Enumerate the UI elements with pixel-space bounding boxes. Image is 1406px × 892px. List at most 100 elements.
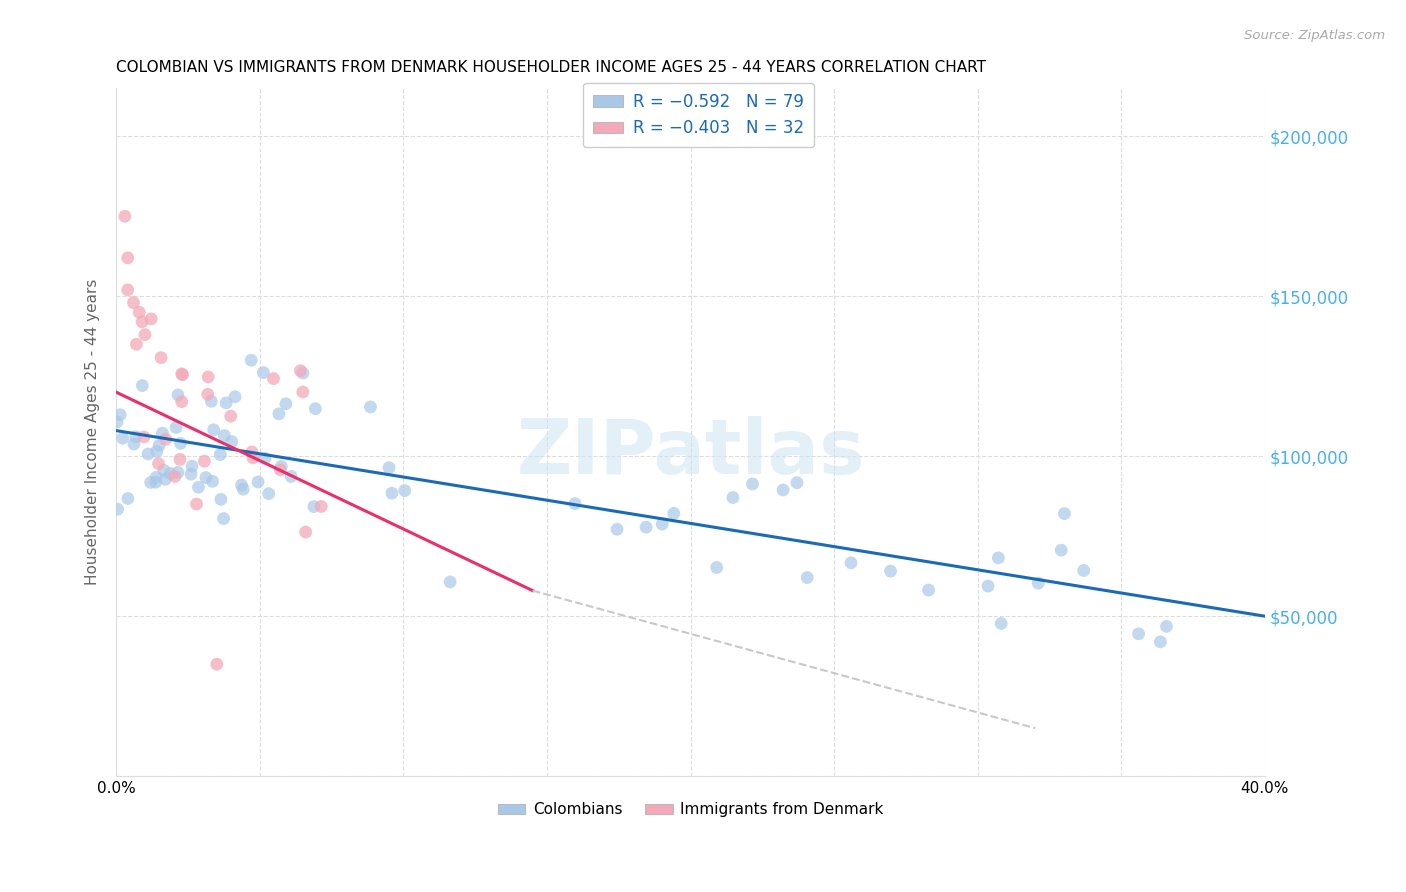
Point bbox=[741, 477, 763, 491]
Point bbox=[651, 517, 673, 532]
Point bbox=[839, 556, 862, 570]
Point bbox=[662, 506, 685, 520]
Point bbox=[105, 415, 128, 429]
Point bbox=[125, 337, 148, 351]
Point bbox=[242, 450, 264, 465]
Point bbox=[394, 483, 416, 498]
Point bbox=[1050, 543, 1073, 558]
Point bbox=[253, 451, 276, 466]
Point bbox=[124, 430, 146, 444]
Point bbox=[212, 511, 235, 525]
Point bbox=[1026, 576, 1049, 591]
Point bbox=[169, 436, 191, 450]
Point bbox=[145, 475, 167, 490]
Point bbox=[148, 438, 170, 452]
Point bbox=[202, 423, 225, 437]
Point bbox=[359, 400, 381, 414]
Point bbox=[231, 478, 253, 492]
Point bbox=[152, 426, 174, 441]
Point bbox=[439, 574, 461, 589]
Point bbox=[990, 616, 1012, 631]
Point bbox=[263, 371, 285, 385]
Point bbox=[564, 497, 586, 511]
Point bbox=[772, 483, 794, 497]
Point bbox=[193, 454, 215, 468]
Point bbox=[247, 475, 270, 489]
Point bbox=[163, 469, 186, 483]
Point bbox=[917, 582, 939, 597]
Point bbox=[706, 560, 728, 574]
Point bbox=[146, 444, 169, 458]
Point bbox=[381, 486, 404, 500]
Point bbox=[122, 295, 145, 310]
Point bbox=[221, 434, 243, 449]
Point bbox=[378, 460, 401, 475]
Point bbox=[134, 327, 156, 342]
Point bbox=[131, 315, 153, 329]
Point bbox=[270, 459, 292, 474]
Point bbox=[167, 388, 190, 402]
Point bbox=[186, 497, 208, 511]
Point bbox=[879, 564, 901, 578]
Point bbox=[139, 475, 162, 490]
Point bbox=[1156, 619, 1178, 633]
Point bbox=[1149, 634, 1171, 648]
Point bbox=[187, 480, 209, 494]
Point bbox=[107, 502, 129, 516]
Point bbox=[1053, 507, 1076, 521]
Point bbox=[122, 437, 145, 451]
Point bbox=[1128, 627, 1150, 641]
Point bbox=[205, 657, 228, 672]
Point bbox=[169, 452, 191, 467]
Point bbox=[170, 367, 193, 381]
Point bbox=[215, 396, 238, 410]
Point bbox=[977, 579, 1000, 593]
Point bbox=[232, 482, 254, 496]
Point bbox=[796, 570, 818, 584]
Point bbox=[721, 491, 744, 505]
Point bbox=[181, 459, 204, 474]
Point bbox=[136, 447, 159, 461]
Point bbox=[141, 312, 163, 326]
Point bbox=[197, 387, 219, 401]
Point bbox=[290, 364, 312, 378]
Point bbox=[1073, 564, 1095, 578]
Point bbox=[240, 445, 263, 459]
Point bbox=[269, 463, 291, 477]
Point bbox=[219, 409, 242, 424]
Text: COLOMBIAN VS IMMIGRANTS FROM DENMARK HOUSEHOLDER INCOME AGES 25 - 44 YEARS CORRE: COLOMBIAN VS IMMIGRANTS FROM DENMARK HOU… bbox=[117, 60, 986, 75]
Point bbox=[155, 432, 177, 446]
Point bbox=[291, 384, 314, 399]
Point bbox=[131, 378, 153, 392]
Point bbox=[117, 491, 139, 506]
Point bbox=[172, 368, 194, 382]
Point bbox=[197, 370, 219, 384]
Point bbox=[117, 251, 139, 265]
Point bbox=[170, 394, 193, 409]
Point bbox=[209, 492, 232, 507]
Point bbox=[111, 431, 134, 445]
Y-axis label: Householder Income Ages 25 - 44 years: Householder Income Ages 25 - 44 years bbox=[86, 279, 100, 585]
Point bbox=[201, 475, 224, 489]
Point bbox=[606, 522, 628, 536]
Point bbox=[114, 209, 136, 223]
Point bbox=[987, 550, 1010, 565]
Point bbox=[117, 283, 139, 297]
Point bbox=[209, 448, 232, 462]
Text: ZIPatlas: ZIPatlas bbox=[516, 416, 865, 490]
Point bbox=[257, 486, 280, 500]
Point bbox=[145, 470, 167, 484]
Point bbox=[110, 408, 132, 422]
Point bbox=[167, 466, 190, 480]
Text: Source: ZipAtlas.com: Source: ZipAtlas.com bbox=[1244, 29, 1385, 43]
Point bbox=[153, 463, 176, 477]
Point bbox=[240, 353, 263, 368]
Point bbox=[180, 467, 202, 482]
Point bbox=[636, 520, 658, 534]
Point bbox=[267, 407, 290, 421]
Point bbox=[159, 467, 181, 481]
Point bbox=[224, 390, 246, 404]
Point bbox=[155, 472, 177, 486]
Point bbox=[165, 420, 187, 434]
Point bbox=[291, 366, 314, 380]
